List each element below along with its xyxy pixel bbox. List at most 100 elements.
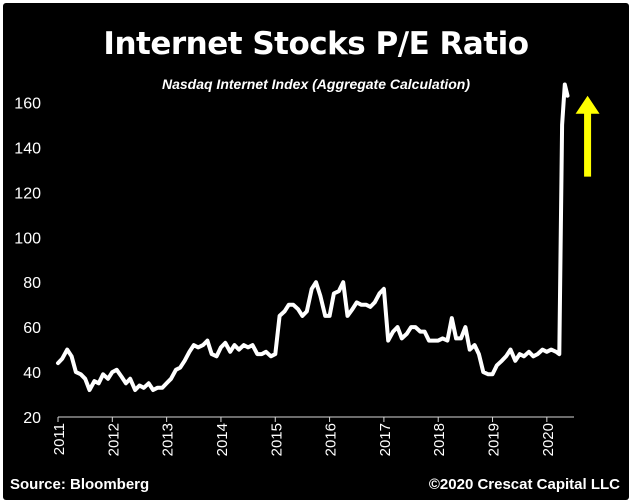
data-point [564, 84, 566, 85]
data-point [365, 304, 367, 306]
data-point [546, 351, 548, 353]
annotation-layer [575, 95, 600, 177]
data-point [319, 295, 321, 297]
data-point [111, 371, 113, 373]
y-tick-label: 60 [23, 320, 41, 337]
data-point [243, 344, 245, 346]
data-point [528, 351, 530, 353]
x-tick-label: 2013 [160, 423, 177, 456]
data-point [152, 389, 154, 391]
data-point [256, 353, 258, 355]
data-point [102, 373, 104, 375]
data-point [80, 373, 82, 375]
data-point [166, 382, 168, 384]
y-tick-label: 140 [14, 140, 41, 157]
data-point [247, 346, 249, 348]
series-line [56, 82, 570, 392]
data-point [437, 340, 439, 342]
data-point [61, 358, 63, 360]
data-point [292, 304, 294, 306]
x-tick-label: 2012 [105, 423, 122, 456]
y-tick-label: 40 [23, 365, 41, 382]
data-point [519, 353, 521, 355]
data-point [333, 292, 335, 294]
data-point [143, 387, 145, 389]
x-axis: 2011 2012 2013 2014 2015 2016 2017 2018 2019 2020 [51, 416, 574, 456]
data-point [274, 353, 276, 355]
data-point [265, 351, 267, 353]
data-point [98, 382, 100, 384]
series-layer [56, 82, 570, 392]
y-tick-label: 120 [14, 185, 41, 202]
x-tick-label: 2014 [214, 423, 231, 456]
data-point [75, 371, 77, 373]
y-axis: 20 40 60 80 100 120 140 160 [14, 95, 41, 427]
x-tick-label: 2020 [540, 423, 557, 456]
data-point [175, 369, 177, 371]
data-point [406, 333, 408, 335]
data-point [179, 367, 181, 369]
data-point [464, 326, 466, 328]
data-point [410, 326, 412, 328]
data-point [561, 124, 563, 126]
data-point [288, 304, 290, 306]
data-point [161, 387, 163, 389]
data-point [487, 373, 489, 375]
data-point [338, 290, 340, 292]
data-point [401, 337, 403, 339]
up-arrow-icon [575, 95, 600, 177]
data-point [193, 344, 195, 346]
data-point [148, 382, 150, 384]
data-point [238, 349, 240, 351]
x-tick-label: 2017 [377, 423, 394, 456]
data-point [360, 304, 362, 306]
chart-subtitle: Nasdaq Internet Index (Aggregate Calcula… [161, 76, 471, 92]
data-point [446, 340, 448, 342]
y-tick-label: 80 [23, 275, 41, 292]
data-point [356, 301, 358, 303]
data-point [492, 373, 493, 375]
data-point [211, 353, 213, 355]
data-point [397, 326, 398, 328]
data-point [279, 315, 281, 317]
x-tick-label: 2015 [268, 423, 285, 456]
x-tick-label: 2019 [486, 423, 503, 456]
data-point [234, 344, 235, 346]
data-point [451, 317, 453, 319]
data-point [414, 326, 416, 328]
data-point [496, 364, 498, 366]
data-point [460, 337, 462, 339]
data-point [57, 362, 59, 364]
data-point [558, 353, 560, 355]
data-point [428, 340, 430, 342]
data-point [156, 387, 158, 389]
data-point [206, 340, 208, 342]
data-point [550, 349, 552, 351]
data-point [139, 385, 140, 386]
arrow-head [575, 95, 600, 114]
data-point [347, 315, 348, 317]
data-point [261, 353, 263, 355]
data-point [433, 340, 435, 342]
data-point [374, 301, 376, 303]
data-point [284, 310, 285, 312]
copyright-note: ©2020 Crescat Capital LLC [428, 476, 620, 493]
x-tick-label: 2011 [51, 423, 68, 455]
data-point [478, 353, 480, 355]
data-point [93, 380, 95, 382]
data-point [197, 346, 199, 348]
source-note: Source: Bloomberg [10, 476, 150, 493]
data-point [84, 378, 86, 380]
x-tick-label: 2016 [323, 423, 340, 456]
y-tick-label: 20 [23, 410, 41, 427]
data-point [474, 344, 476, 346]
data-point [306, 310, 308, 312]
data-point [184, 360, 186, 362]
data-point [66, 349, 68, 351]
y-tick-label: 160 [14, 95, 41, 112]
data-point [71, 355, 73, 357]
data-point [392, 331, 394, 333]
chart-title: Internet Stocks P/E Ratio [103, 26, 529, 62]
data-point [311, 288, 313, 290]
data-point [89, 389, 90, 391]
